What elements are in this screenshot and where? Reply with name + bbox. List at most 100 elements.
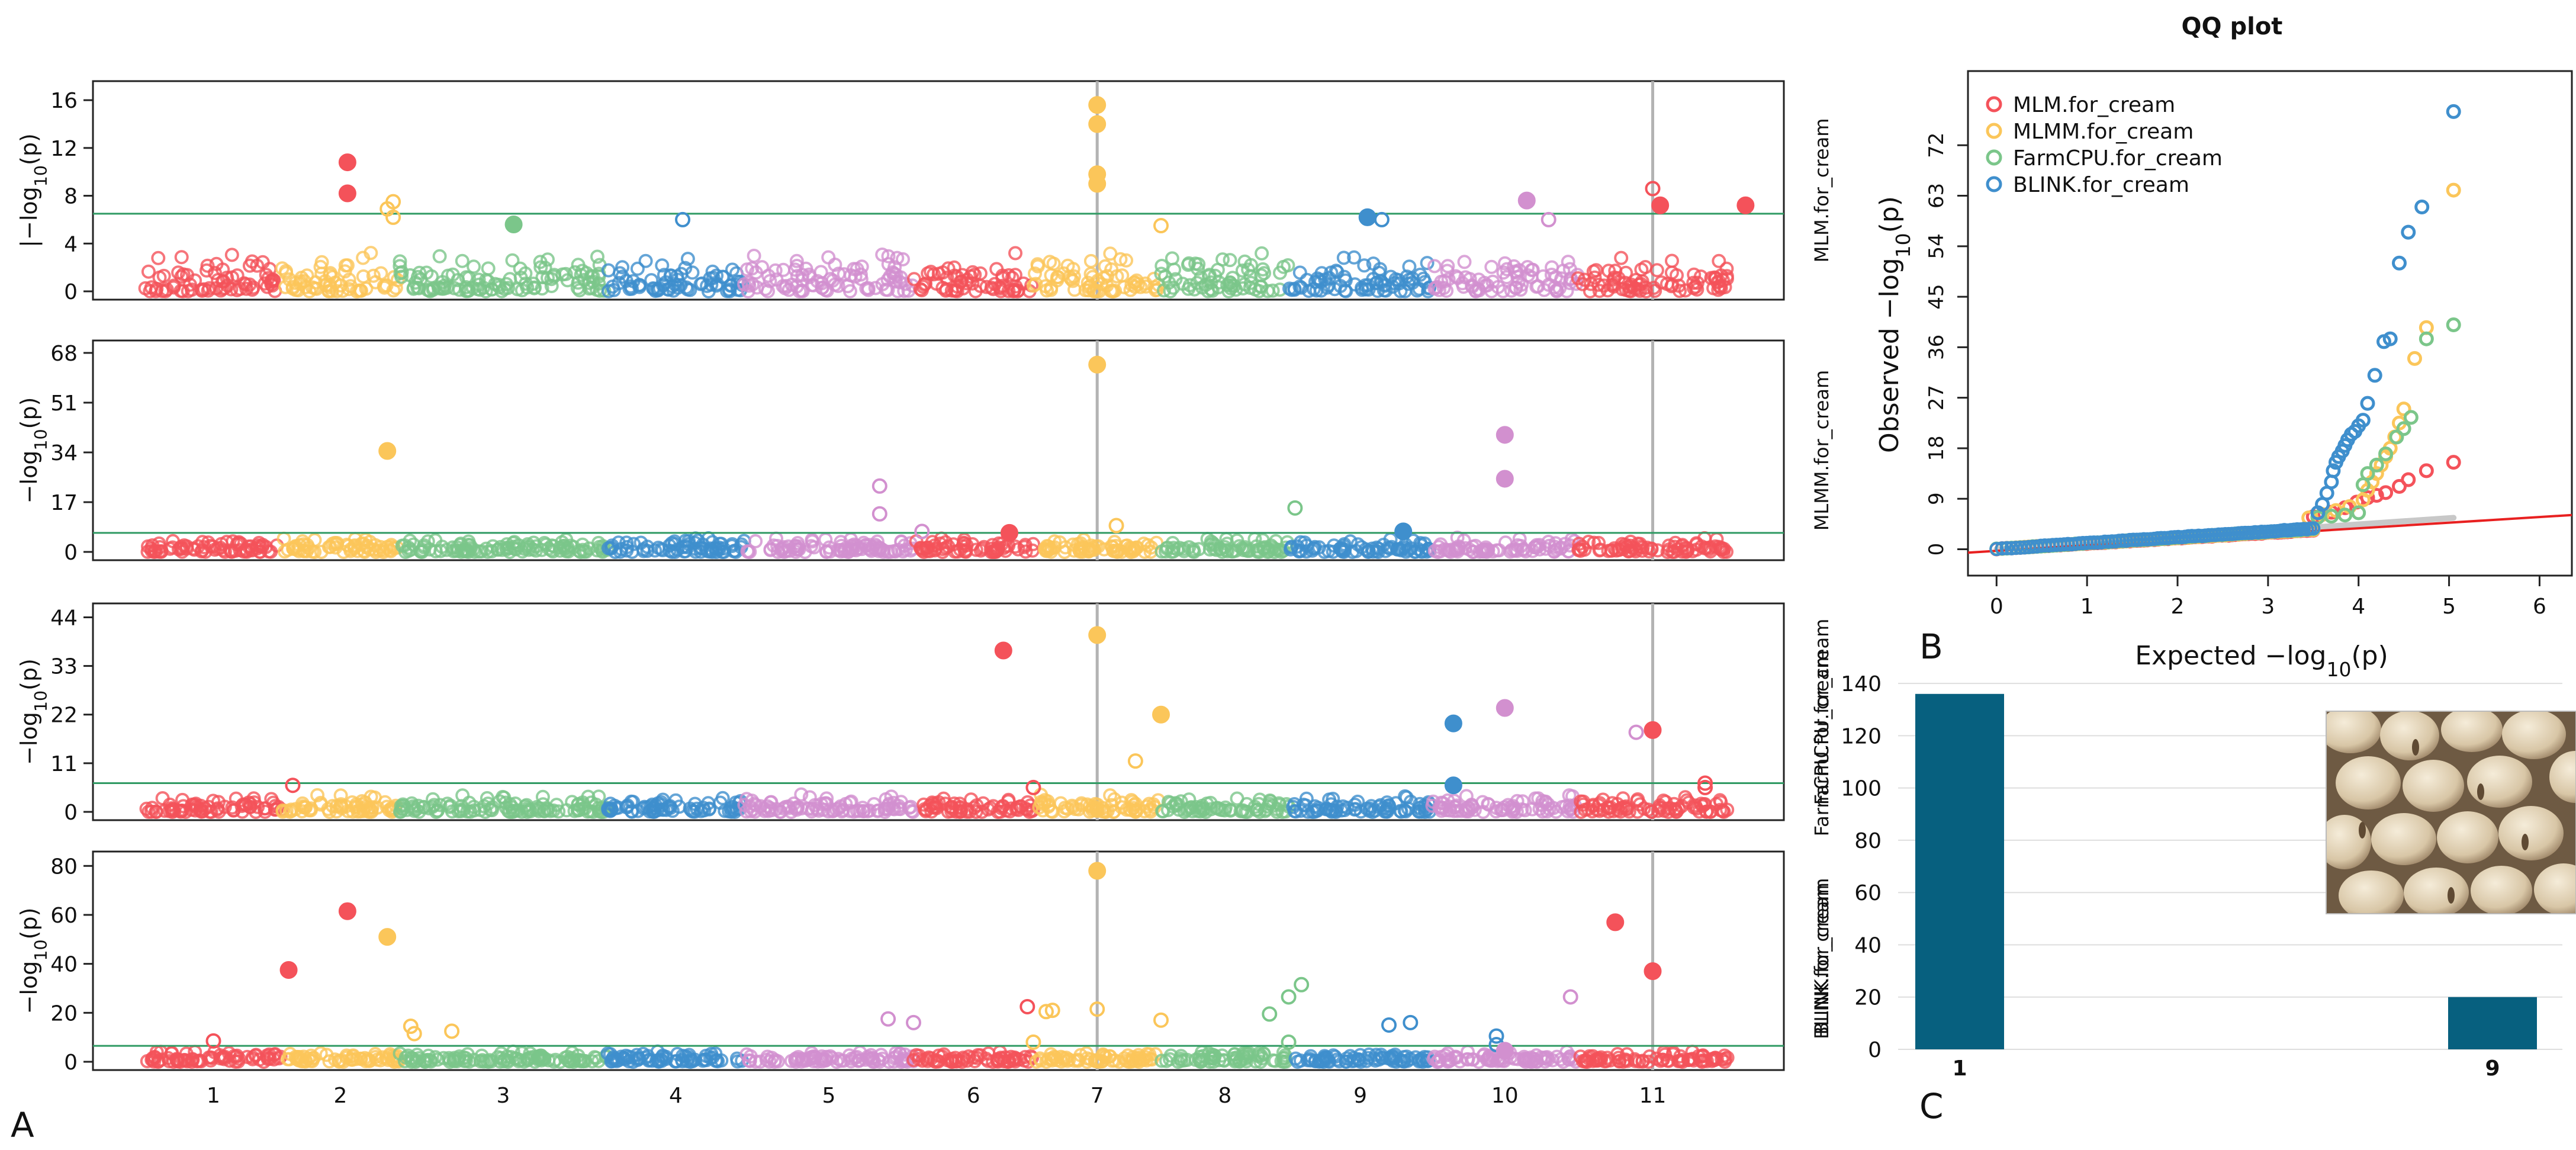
snp-point [938,796,953,811]
snp-point [1070,537,1085,551]
snp-point [1028,277,1043,291]
y-tick-label: 17 [50,491,78,515]
significant-snp [1294,976,1310,992]
significant-snp [675,211,691,227]
snp-point [988,544,1003,559]
snp-point [321,539,336,554]
y-tick-label: 33 [50,655,78,679]
snp-point [776,262,791,277]
snp-point [1299,791,1314,806]
snp-point [1079,1046,1094,1061]
snp-point [541,252,555,267]
snp-point [1080,797,1095,812]
snp-point [155,791,170,805]
significant-snp [1044,1003,1060,1019]
snp-point [424,269,439,284]
qq-point [2419,463,2434,478]
snp-point [685,1054,700,1068]
snp-point [1075,544,1090,559]
snp-point [209,281,224,295]
snp-point [638,253,653,268]
snp-point [693,544,708,559]
snp-point [558,266,573,281]
snp-point [226,803,241,818]
snp-point [828,258,842,272]
snp-point [1675,1055,1690,1069]
snp-point [679,280,694,295]
snp-point [1457,255,1472,269]
snp-point [394,269,409,284]
snp-point [1497,800,1512,815]
significant-snp [1496,1042,1514,1060]
significant-snp [378,928,397,946]
snp-point [342,272,356,287]
snp-point [1394,543,1408,558]
y-tick-label: 51 [50,391,78,416]
snp-point [330,536,345,550]
snp-point [1628,1053,1643,1068]
chromosome-label: 1 [207,1084,220,1108]
snp-point [759,1052,774,1067]
qq-y-tick-label: 45 [1925,284,1948,309]
snp-point [948,284,963,298]
snp-point [1119,253,1134,268]
snp-point [329,804,344,819]
snp-point [459,280,473,294]
snp-point [1350,794,1365,809]
track-frame [92,339,1785,561]
snp-point [1080,1051,1095,1066]
snp-point [768,263,783,278]
snp-point [877,802,892,817]
qq-point [2392,255,2407,271]
y-tick-label: 16 [50,89,78,113]
snp-point [1426,1052,1441,1067]
y-tick-label: 80 [50,855,78,879]
significant-snp [1488,1028,1504,1044]
snp-point [377,280,392,295]
snp-point [668,1054,683,1069]
snp-point [544,272,559,287]
snp-point [414,544,429,559]
y-tick-label: 12 [50,137,78,161]
snp-point [1255,246,1269,261]
snp-point [1223,253,1237,268]
snp-point [1177,544,1191,558]
snp-point [1387,1051,1401,1066]
snp-point [1413,268,1427,282]
snp-point [279,266,294,281]
snp-point [1165,251,1179,266]
snp-point [1712,253,1726,268]
significant-snp [338,153,356,172]
panel-label-c: C [1919,1086,1944,1126]
snp-point [343,544,358,558]
snp-point [1048,1051,1063,1065]
snp-point [1448,269,1463,284]
significant-snp [871,506,887,522]
snp-point [461,283,476,298]
snp-point [1641,1054,1656,1069]
panel-label-b: B [1919,627,1943,667]
snp-point [1387,276,1402,291]
significant-snp [504,216,523,233]
snp-point [1620,1053,1635,1068]
qq-point [2446,104,2461,119]
snp-point [1043,255,1057,269]
snp-point [1337,283,1352,298]
snp-point [1538,795,1553,810]
snp-point [467,803,481,818]
snp-point [720,284,735,298]
snp-point [962,804,977,819]
snp-point [1392,276,1407,291]
snp-point [655,258,670,273]
snp-point [600,1046,615,1061]
significant-snp [1281,989,1297,1005]
snp-point [911,1052,926,1067]
chromosome-label: 9 [1353,1084,1367,1108]
snp-point [292,538,307,552]
significant-snp [1606,913,1625,931]
snp-point [173,804,188,819]
snp-point [533,260,548,275]
snp-point [430,804,445,818]
snp-point [200,258,215,273]
significant-snp [406,1026,422,1042]
